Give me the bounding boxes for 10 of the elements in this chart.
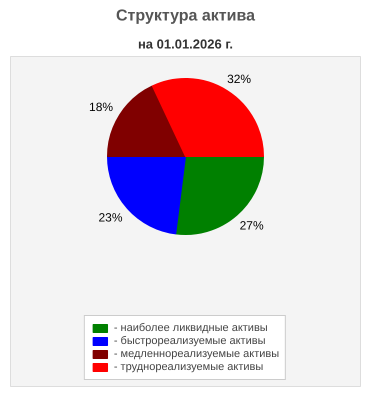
legend-label: - быстрореализуемые активы <box>114 335 266 347</box>
legend-label: - медленнореализуемые активы <box>114 348 280 360</box>
data-label: 32% <box>227 72 252 86</box>
legend-label: - наиболее ликвидные активы <box>114 322 268 334</box>
data-label: 27% <box>240 218 264 233</box>
legend-label: - труднореализуемые активы <box>114 361 264 373</box>
chart-title: Структура актива <box>116 8 256 24</box>
data-label: 23% <box>98 210 123 224</box>
chart-subtitle: на 01.01.2026 г. <box>138 36 234 52</box>
data-label: 18% <box>89 100 114 114</box>
